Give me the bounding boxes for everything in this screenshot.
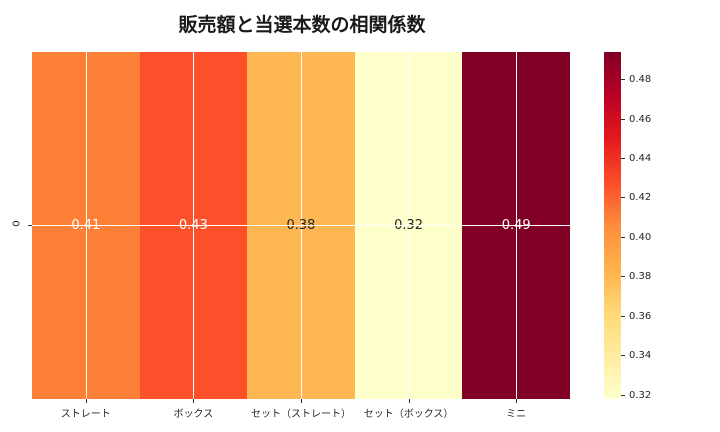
colorbar-tick-label: 0.38 <box>621 271 651 283</box>
colorbar-tick-label: 0.40 <box>621 231 651 243</box>
x-tick-label: ミニ <box>462 399 570 420</box>
colorbar-tick-label: 0.46 <box>621 113 651 125</box>
chart-title: 販売額と当選本数の相関係数 <box>178 14 426 36</box>
y-tick-mark <box>28 225 32 226</box>
colorbar-tick-label: 0.36 <box>621 310 651 322</box>
x-axis-ticks: ストレート ボックス セット（ストレート） セット（ボックス） ミニ <box>32 399 570 420</box>
x-tick-label: セット（ボックス） <box>355 399 463 420</box>
x-tick-label: ボックス <box>140 399 248 420</box>
colorbar <box>604 52 621 399</box>
x-tick-label: ストレート <box>32 399 140 420</box>
horizontal-gridline <box>32 225 570 226</box>
colorbar-tick-label: 0.48 <box>621 74 651 86</box>
colorbar-tick-label: 0.42 <box>621 192 651 204</box>
y-tick-label: 0 <box>11 220 23 227</box>
colorbar-tick-label: 0.44 <box>621 152 651 164</box>
colorbar-tick-label: 0.34 <box>621 350 651 362</box>
x-tick-label: セット（ストレート） <box>247 399 355 420</box>
colorbar-tick-label: 0.32 <box>621 389 651 401</box>
